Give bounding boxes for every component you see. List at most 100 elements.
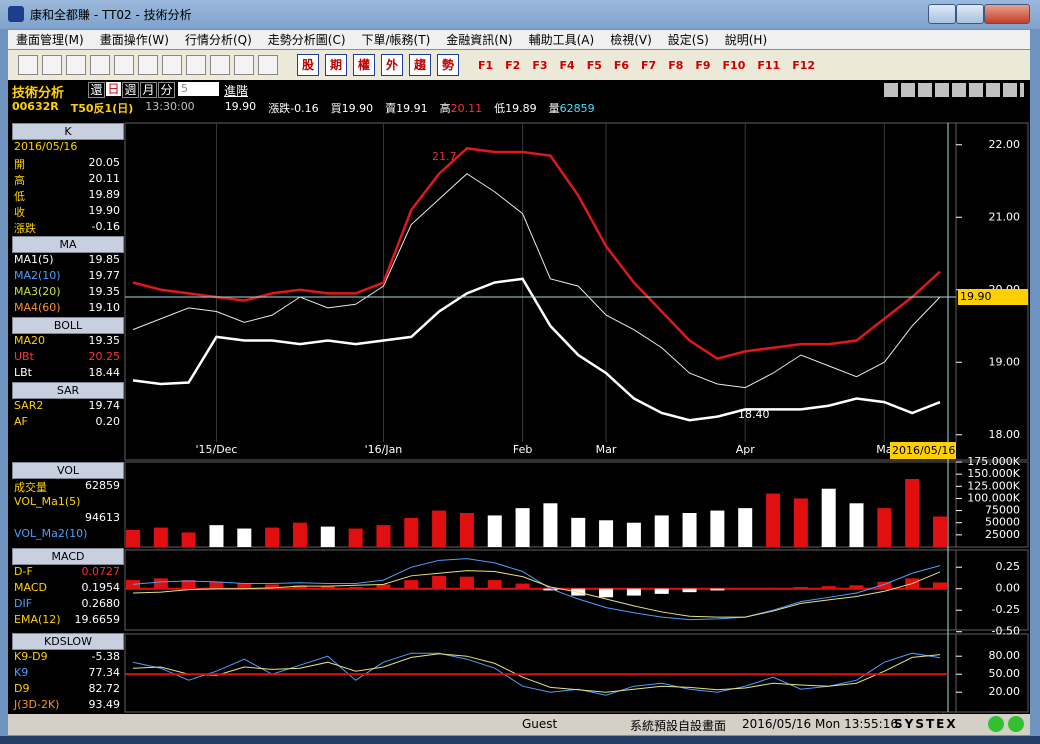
mode-link[interactable]: 進階 xyxy=(224,84,249,98)
section-header: BOLL xyxy=(12,317,124,334)
tool-icon[interactable] xyxy=(18,55,38,75)
menu-item[interactable]: 畫面管理(M) xyxy=(16,33,84,47)
section-header: MA xyxy=(12,236,124,253)
function-key[interactable]: F12 xyxy=(792,59,816,72)
function-key[interactable]: F4 xyxy=(559,59,575,72)
bar xyxy=(404,517,419,547)
bar xyxy=(515,583,530,589)
bar xyxy=(766,587,781,589)
x-tick-label: Mar xyxy=(596,443,617,456)
period-button[interactable]: 月 xyxy=(140,82,157,98)
quote-value: 19.91 xyxy=(396,102,428,115)
bar xyxy=(126,530,140,547)
bar xyxy=(320,526,335,547)
bar xyxy=(265,584,280,589)
menu-item[interactable]: 下單/帳務(T) xyxy=(361,33,431,47)
quick-button[interactable]: 趨 xyxy=(409,54,431,76)
row-label: J(3D-2K) xyxy=(14,698,60,711)
y-tick-label: 100.000K xyxy=(967,491,1020,504)
series-line xyxy=(132,652,941,696)
row-label: 收 xyxy=(14,206,25,219)
menu-item[interactable]: 說明(H) xyxy=(724,33,768,47)
series-line xyxy=(132,558,941,621)
row-label: MACD xyxy=(14,581,47,594)
period-button[interactable]: 還 xyxy=(88,82,105,98)
row-value: 93.49 xyxy=(88,698,121,711)
function-key[interactable]: F8 xyxy=(668,59,684,72)
close-button[interactable] xyxy=(984,4,1030,24)
series-line xyxy=(132,147,941,360)
row-label: SAR2 xyxy=(14,399,44,412)
tool-icon[interactable] xyxy=(90,55,110,75)
row-label: 開 xyxy=(14,158,25,171)
menu-item[interactable]: 行情分析(Q) xyxy=(184,33,252,47)
function-key[interactable]: F10 xyxy=(722,59,746,72)
menu-item[interactable]: 檢視(V) xyxy=(610,33,652,47)
row-value: -0.16 xyxy=(91,220,120,233)
period-button[interactable]: 日 xyxy=(106,82,121,96)
menu-item[interactable]: 畫面操作(W) xyxy=(99,33,169,47)
quick-button[interactable]: 股 xyxy=(297,54,319,76)
tool-icon[interactable] xyxy=(210,55,230,75)
quick-button[interactable]: 權 xyxy=(353,54,375,76)
chart-tools[interactable] xyxy=(884,83,1024,97)
row-label: 高 xyxy=(14,174,25,187)
function-key[interactable]: F2 xyxy=(505,59,521,72)
quote-bar: 00632R T50反1(日) 13:30:00 19.90 漲跌-0.16 買1… xyxy=(12,100,595,116)
row-value: 20.11 xyxy=(88,172,121,185)
tool-icon[interactable] xyxy=(66,55,86,75)
bar xyxy=(682,588,697,593)
y-tick-label: 18.00 xyxy=(989,428,1021,441)
quick-button[interactable]: 勢 xyxy=(437,54,459,76)
row-label: MA20 xyxy=(14,334,46,347)
bar xyxy=(376,525,391,547)
series-line xyxy=(132,570,941,618)
period-button[interactable]: 週 xyxy=(122,82,139,98)
function-key[interactable]: F11 xyxy=(757,59,781,72)
tool-icon[interactable] xyxy=(186,55,206,75)
row-value: 20.25 xyxy=(88,350,121,363)
tool-icon[interactable] xyxy=(42,55,62,75)
taskbar xyxy=(0,736,1040,744)
y-tick-label: 125.000K xyxy=(967,479,1020,492)
function-key[interactable]: F5 xyxy=(586,59,602,72)
tool-icon[interactable] xyxy=(258,55,278,75)
period-button[interactable]: 分 xyxy=(158,82,175,98)
quote-value: -0.16 xyxy=(290,102,319,115)
row-label: K9 xyxy=(14,666,29,679)
row-label: 成交量 xyxy=(14,481,47,494)
row-label: D-F xyxy=(14,565,33,578)
function-key[interactable]: F3 xyxy=(532,59,548,72)
annotation: 18.40 xyxy=(738,408,770,421)
function-key[interactable]: F6 xyxy=(613,59,630,72)
menu-item[interactable]: 金融資訊(N) xyxy=(446,33,513,47)
tool-icon[interactable] xyxy=(162,55,182,75)
row-label: EMA(12) xyxy=(14,613,61,626)
y-tick-label: -0.50 xyxy=(992,625,1020,638)
period-buttons: 還日週月分 xyxy=(88,82,176,98)
function-key[interactable]: F1 xyxy=(478,59,494,72)
bar xyxy=(153,578,168,589)
bar xyxy=(793,586,808,589)
period-select[interactable]: 5 xyxy=(178,82,219,96)
maximize-button[interactable] xyxy=(956,4,984,24)
minimize-button[interactable] xyxy=(928,4,956,24)
quick-button[interactable]: 期 xyxy=(325,54,347,76)
function-key[interactable]: F9 xyxy=(695,59,711,72)
menu-item[interactable]: 走勢分析圖(C) xyxy=(267,33,346,47)
tool-icon[interactable] xyxy=(234,55,254,75)
menu-item[interactable]: 設定(S) xyxy=(667,33,709,47)
bar xyxy=(626,522,641,547)
tool-icon[interactable] xyxy=(138,55,158,75)
row-value: 20.05 xyxy=(88,156,121,169)
function-key[interactable]: F7 xyxy=(641,59,657,72)
current-date: 2016/05/16 xyxy=(892,444,955,457)
tool-icon[interactable] xyxy=(114,55,134,75)
menu-item[interactable]: 輔助工具(A) xyxy=(528,33,595,47)
status-layout: 系統預設自設畫面 xyxy=(630,719,727,733)
bar xyxy=(766,493,781,547)
quick-button[interactable]: 外 xyxy=(381,54,403,76)
bar xyxy=(793,498,808,547)
bar xyxy=(237,583,252,589)
row-label: AF xyxy=(14,415,28,428)
